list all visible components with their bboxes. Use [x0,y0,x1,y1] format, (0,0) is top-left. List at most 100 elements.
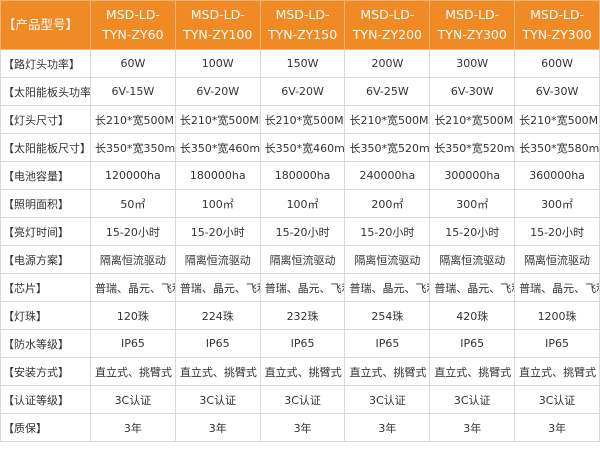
header-label: 【产品型号】 [0,0,91,50]
spec-value: 3年 [259,413,346,442]
spec-row: 【亮灯时间】 15-20小时 15-20小时 15-20小时 15-20小时 15-20小… [0,217,600,246]
spec-label: 【电池容量】 [0,161,91,190]
spec-row: 【电池容量】 120000ha 180000ha 180000ha 240000ha 30… [0,161,600,190]
spec-value: 15-20小时 [514,217,600,246]
table-body: 【路灯头功率】60W100W150W200W300W600W【太阳能板头功率】6… [0,49,600,442]
spec-value: 长210*宽500MM [174,105,261,134]
spec-value: 420珠 [429,301,516,330]
model-name: MSD-LD-TYN-ZY60 [90,0,176,50]
spec-value: IP65 [259,329,346,358]
spec-value: 180000ha [174,161,261,190]
spec-value: 6V-25W [344,77,431,106]
spec-value: 长210*宽500MM [429,105,516,134]
spec-value: 直立式、挑臂式 [429,357,516,386]
spec-label: 【灯珠】 [0,301,91,330]
spec-row: 【太阳能板头功率】6V-15W6V-20W6V-20W6V-25W6V-30W6… [0,77,600,106]
spec-value: IP65 [514,329,600,358]
spec-value: IP65 [174,329,261,358]
spec-value: 200W [344,49,431,78]
spec-value: 3C认证 [259,385,346,414]
spec-value: 普瑞、晶元、飞利浦 [344,273,431,302]
spec-value: 300㎡ [429,189,516,218]
spec-value: 3年 [429,413,516,442]
spec-row: 【认证等级】 3C认证 3C认证 3C认证 3C认证 3C认证 3C认证 [0,385,600,414]
spec-row: 【安装方式】 直立式、挑臂式 直立式、挑臂式 直立式、挑臂式 直立式、挑臂式 直立式、挑臂… [0,357,600,386]
spec-value: 232珠 [259,301,346,330]
spec-value: 100㎡ [259,189,346,218]
spec-value: 180000ha [259,161,346,190]
spec-value: 长210*宽500MM [259,105,346,134]
spec-row: 【电源方案】 隔离恒流驱动 隔离恒流驱动 隔离恒流驱动 隔离恒流驱动 隔离恒流驱动 隔离恒流… [0,245,600,274]
spec-value: 200㎡ [344,189,431,218]
spec-label: 【防水等级】 [0,329,91,358]
model-name: MSD-LD-TYN-ZY100 [174,0,261,50]
spec-value: 60W [90,49,176,78]
spec-row: 【芯片】普瑞、晶元、飞利浦普瑞、晶元、飞利浦普瑞、晶元、飞利浦普瑞、晶元、飞利浦… [0,273,600,302]
spec-value: 15-20小时 [259,217,346,246]
spec-value: 3年 [344,413,431,442]
spec-value: 15-20小时 [174,217,261,246]
spec-label: 【质保】 [0,413,91,442]
spec-label: 【路灯头功率】 [0,49,91,78]
spec-row: 【灯珠】 120珠 224珠 232珠 254珠 420珠 1200珠 [0,301,600,330]
spec-value: 普瑞、晶元、飞利浦 [429,273,516,302]
spec-value: 长350*宽520mm [429,133,516,162]
spec-value: 120珠 [90,301,176,330]
spec-value: 长210*宽500MM [514,105,600,134]
spec-value: 15-20小时 [344,217,431,246]
spec-row: 【照明面积】 50㎡ 100㎡ 100㎡ 200㎡ 300㎡ 300㎡ [0,189,600,218]
spec-value: 300W [429,49,516,78]
spec-value: 120000ha [90,161,176,190]
spec-value: IP65 [90,329,176,358]
spec-value: 长350*宽460mm [174,133,261,162]
spec-value: 360000ha [514,161,600,190]
spec-value: 3C认证 [90,385,176,414]
spec-label: 【芯片】 [0,273,91,302]
spec-value: 普瑞、晶元、飞利浦 [174,273,261,302]
spec-value: IP65 [429,329,516,358]
spec-label: 【照明面积】 [0,189,91,218]
spec-value: 长350*宽580mm [514,133,600,162]
spec-value: 长350*宽520mm [344,133,431,162]
spec-value: 3C认证 [344,385,431,414]
spec-value: 300㎡ [514,189,600,218]
model-name: MSD-LD-TYN-ZY200 [344,0,431,50]
spec-row: 【质保】 3年 3年 3年 3年 3年 3年 [0,413,600,442]
spec-value: 直立式、挑臂式 [259,357,346,386]
spec-value: 6V-30W [429,77,516,106]
spec-row: 【太阳能板尺寸】长350*宽350mm长350*宽460mm长350*宽460m… [0,133,600,162]
spec-value: 50㎡ [90,189,176,218]
spec-value: 直立式、挑臂式 [344,357,431,386]
spec-value: 3年 [514,413,600,442]
spec-value: 1200珠 [514,301,600,330]
spec-value: 224珠 [174,301,261,330]
spec-value: 长350*宽460mm [259,133,346,162]
spec-value: 隔离恒流驱动 [429,245,516,274]
spec-label: 【灯头尺寸】 [0,105,91,134]
spec-value: 直立式、挑臂式 [90,357,176,386]
spec-value: 150W [259,49,346,78]
spec-value: 6V-15W [90,77,176,106]
spec-label: 【认证等级】 [0,385,91,414]
spec-label: 【太阳能板头功率】 [0,77,91,106]
spec-value: 15-20小时 [90,217,176,246]
spec-value: 3年 [90,413,176,442]
spec-value: 6V-30W [514,77,600,106]
spec-value: 直立式、挑臂式 [174,357,261,386]
spec-row: 【防水等级】 IP65 IP65 IP65 IP65 IP65 IP65 [0,329,600,358]
spec-value: 3C认证 [429,385,516,414]
spec-value: 600W [514,49,600,78]
spec-value: 隔离恒流驱动 [259,245,346,274]
spec-label: 【亮灯时间】 [0,217,91,246]
spec-value: 300000ha [429,161,516,190]
spec-value: 长210*宽500MM [344,105,431,134]
spec-label: 【太阳能板尺寸】 [0,133,91,162]
spec-value: 3C认证 [514,385,600,414]
spec-value: 240000ha [344,161,431,190]
spec-row: 【路灯头功率】 60W 100W 150W 200W 300W 600W [0,49,600,78]
table-header: 【产品型号】 MSD-LD-TYN-ZY60 MSD-LD-TYN-ZY100 MSD… [0,0,600,50]
spec-value: 隔离恒流驱动 [174,245,261,274]
spec-value: 长210*宽500MM [90,105,176,134]
spec-value: 15-20小时 [429,217,516,246]
